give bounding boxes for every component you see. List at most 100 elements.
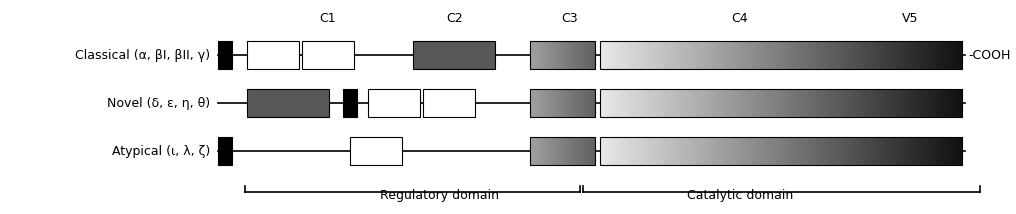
Bar [790, 41, 792, 69]
Bar [745, 41, 747, 69]
Bar [740, 41, 742, 69]
Bar [775, 137, 776, 165]
Bar [816, 137, 818, 165]
Bar [746, 137, 748, 165]
Bar [936, 41, 937, 69]
Bar [880, 137, 882, 165]
Bar [782, 41, 784, 69]
Bar [708, 89, 710, 117]
Bar [942, 137, 943, 165]
Bar [931, 41, 933, 69]
Bar [711, 89, 712, 117]
Bar [948, 137, 949, 165]
Bar [753, 137, 755, 165]
Bar [610, 89, 612, 117]
Bar [641, 89, 643, 117]
Bar [901, 137, 903, 165]
Bar [698, 89, 699, 117]
Bar [530, 137, 595, 165]
Bar [772, 137, 774, 165]
Bar [919, 41, 922, 69]
Bar [611, 89, 613, 117]
Bar [866, 89, 868, 117]
Bar [703, 41, 704, 69]
Bar [714, 89, 716, 117]
Bar [955, 89, 956, 117]
Bar [891, 137, 892, 165]
Bar [860, 137, 862, 165]
Bar [707, 41, 709, 69]
Bar [917, 41, 919, 69]
Bar [755, 89, 756, 117]
Bar [742, 137, 743, 165]
Bar [768, 89, 769, 117]
Bar [800, 137, 801, 165]
Bar [882, 137, 884, 165]
Bar [911, 137, 913, 165]
Bar [654, 89, 656, 117]
Bar [649, 41, 651, 69]
Bar [935, 89, 936, 117]
Bar [782, 137, 784, 165]
Bar [875, 137, 877, 165]
Bar [650, 137, 652, 165]
Bar [937, 41, 939, 69]
Bar [940, 137, 942, 165]
Bar [865, 89, 866, 117]
Bar [940, 41, 942, 69]
Bar [823, 89, 825, 117]
Bar [722, 137, 723, 165]
Bar [789, 41, 791, 69]
Bar [853, 137, 855, 165]
Bar [803, 41, 805, 69]
Bar [761, 41, 762, 69]
Bar [763, 89, 765, 117]
Bar [811, 137, 813, 165]
Bar [720, 137, 722, 165]
Bar [898, 137, 900, 165]
Bar [778, 89, 780, 117]
Bar [900, 137, 902, 165]
Bar [615, 89, 616, 117]
Bar [906, 137, 908, 165]
Bar [804, 137, 806, 165]
Bar [727, 41, 729, 69]
Bar [892, 89, 894, 117]
Bar [938, 41, 940, 69]
Bar [350, 137, 402, 165]
Bar [716, 89, 717, 117]
Bar [302, 41, 354, 69]
Bar [694, 89, 696, 117]
Bar [663, 41, 665, 69]
Bar [699, 41, 701, 69]
Bar [929, 137, 930, 165]
Bar [787, 41, 788, 69]
Bar [631, 137, 633, 165]
Bar [669, 137, 671, 165]
Bar [828, 137, 830, 165]
Bar [733, 89, 735, 117]
Bar [840, 41, 842, 69]
Bar [716, 41, 717, 69]
Bar [858, 41, 859, 69]
Bar [791, 137, 793, 165]
Bar [726, 137, 728, 165]
Bar [656, 137, 658, 165]
Bar [817, 137, 819, 165]
Bar [930, 89, 931, 117]
Bar [652, 41, 653, 69]
Bar [827, 41, 829, 69]
Bar [674, 89, 676, 117]
Bar [733, 137, 735, 165]
Bar [706, 137, 708, 165]
Bar [727, 89, 729, 117]
Bar [930, 41, 931, 69]
Bar [863, 41, 865, 69]
Text: Classical (α, βI, βII, γ): Classical (α, βI, βII, γ) [75, 49, 210, 61]
Bar [853, 89, 855, 117]
Bar [873, 137, 875, 165]
Bar [747, 41, 749, 69]
Bar [630, 89, 632, 117]
Bar [624, 41, 626, 69]
Bar [530, 41, 595, 69]
